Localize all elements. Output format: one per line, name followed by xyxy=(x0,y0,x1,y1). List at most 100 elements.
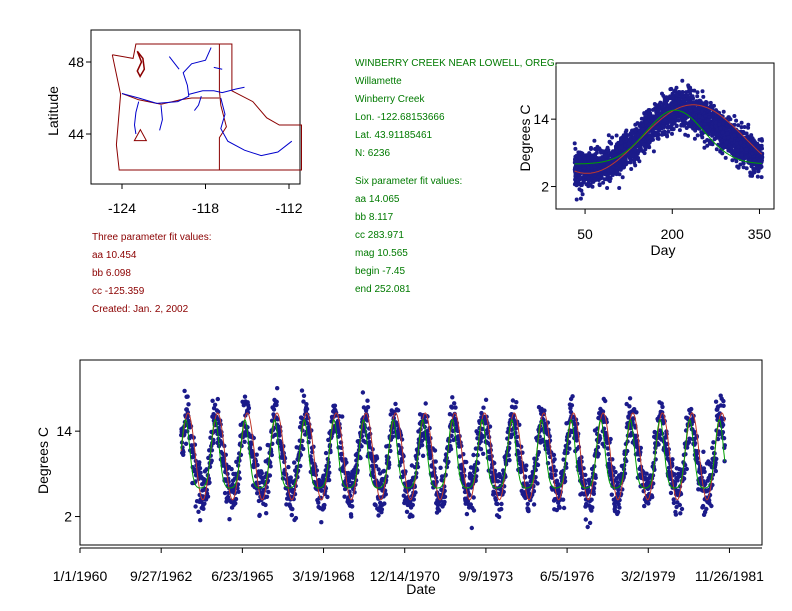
doy-point xyxy=(666,129,671,134)
ts-x-tick-label: 1/1/1960 xyxy=(53,568,108,584)
ts-point xyxy=(513,405,518,410)
ts-point xyxy=(183,441,189,446)
ts-x-tick-label: 3/2/1979 xyxy=(621,568,676,584)
doy-y-axis-label: Degrees C xyxy=(517,105,533,172)
ts-point xyxy=(301,393,307,398)
doy-point xyxy=(591,179,596,184)
doy-point xyxy=(641,142,646,147)
doy-point xyxy=(746,125,751,130)
doy-point xyxy=(725,131,730,136)
ts-point xyxy=(411,497,416,502)
doy-point xyxy=(614,162,619,167)
doy-point xyxy=(651,127,656,132)
ts-point xyxy=(227,517,232,522)
doy-point xyxy=(577,155,582,160)
doy-point xyxy=(735,152,740,157)
ts-point xyxy=(515,434,520,439)
doy-point xyxy=(738,162,743,167)
ts-point xyxy=(524,463,529,468)
ts-point xyxy=(436,508,442,513)
ts-point xyxy=(233,501,238,506)
ts-point xyxy=(367,439,372,445)
ts-point xyxy=(495,479,501,484)
ts-point xyxy=(442,499,447,505)
ts-point xyxy=(297,425,303,430)
ts-point xyxy=(452,401,457,406)
doy-point xyxy=(670,131,674,136)
ts-point xyxy=(376,467,381,472)
ts-point xyxy=(361,405,367,410)
ts-point xyxy=(201,506,206,511)
doy-point xyxy=(642,151,647,156)
doy-point xyxy=(734,118,739,123)
doy-point xyxy=(605,186,610,190)
doy-point xyxy=(757,137,762,142)
ts-x-axis-label: Date xyxy=(406,581,436,597)
doy-point xyxy=(741,165,746,170)
ts-point xyxy=(360,390,366,395)
ts-point xyxy=(319,520,324,525)
ts-point xyxy=(481,451,486,456)
ts-point xyxy=(257,446,263,451)
doy-point xyxy=(707,140,712,145)
doy-point xyxy=(660,132,665,137)
ts-point xyxy=(246,405,252,411)
ts-point xyxy=(301,446,306,452)
ts-point xyxy=(499,506,504,512)
doy-point xyxy=(757,158,762,163)
ts-point xyxy=(714,456,719,462)
ts-point xyxy=(679,506,685,512)
ts-point xyxy=(447,412,453,417)
ts-point xyxy=(613,469,618,475)
ts-point xyxy=(514,400,519,405)
doy-point xyxy=(573,177,578,182)
doy-point xyxy=(632,157,637,162)
doy-point xyxy=(692,88,697,93)
ts-point xyxy=(299,388,305,393)
ts-point xyxy=(204,467,209,472)
doy-point xyxy=(639,116,644,121)
doy-point xyxy=(732,133,737,138)
ts-point xyxy=(209,458,214,463)
doy-point xyxy=(674,101,678,105)
ts-point xyxy=(212,402,218,407)
doy-point xyxy=(702,145,707,150)
doy-point xyxy=(590,184,595,189)
ts-point xyxy=(523,467,528,473)
ts-point xyxy=(449,405,455,410)
doy-point xyxy=(602,177,607,182)
doy-point xyxy=(695,133,700,138)
ts-point xyxy=(255,462,260,468)
ts-point xyxy=(554,507,559,513)
ts-point xyxy=(668,490,674,496)
ts-point xyxy=(600,409,606,414)
doy-point xyxy=(693,107,698,112)
doy-point xyxy=(706,118,711,123)
ts-point xyxy=(552,457,557,462)
doy-point xyxy=(662,109,667,114)
doy-point xyxy=(597,157,602,162)
site-info-block: WINBERRY CREEK NEAR LOWELL, OREG. Willam… xyxy=(355,55,557,163)
ts-point xyxy=(519,469,524,474)
doy-point xyxy=(646,122,651,127)
ts-point xyxy=(471,508,477,513)
ts-point xyxy=(366,435,371,440)
ts-point xyxy=(225,494,231,500)
doy-point xyxy=(623,157,628,162)
doy-point xyxy=(655,116,660,121)
ts-point xyxy=(479,410,484,416)
ts-point xyxy=(561,505,567,511)
ts-point xyxy=(672,472,677,477)
ts-point xyxy=(703,481,708,487)
ts-point xyxy=(347,478,352,484)
ts-point xyxy=(710,445,715,451)
ts-point xyxy=(319,488,324,493)
ts-point xyxy=(535,462,541,468)
ts-point xyxy=(704,506,709,512)
doy-point xyxy=(756,169,761,174)
doy-x-tick-label: 200 xyxy=(661,226,685,242)
ts-point xyxy=(678,511,683,516)
ts-point xyxy=(278,440,283,446)
